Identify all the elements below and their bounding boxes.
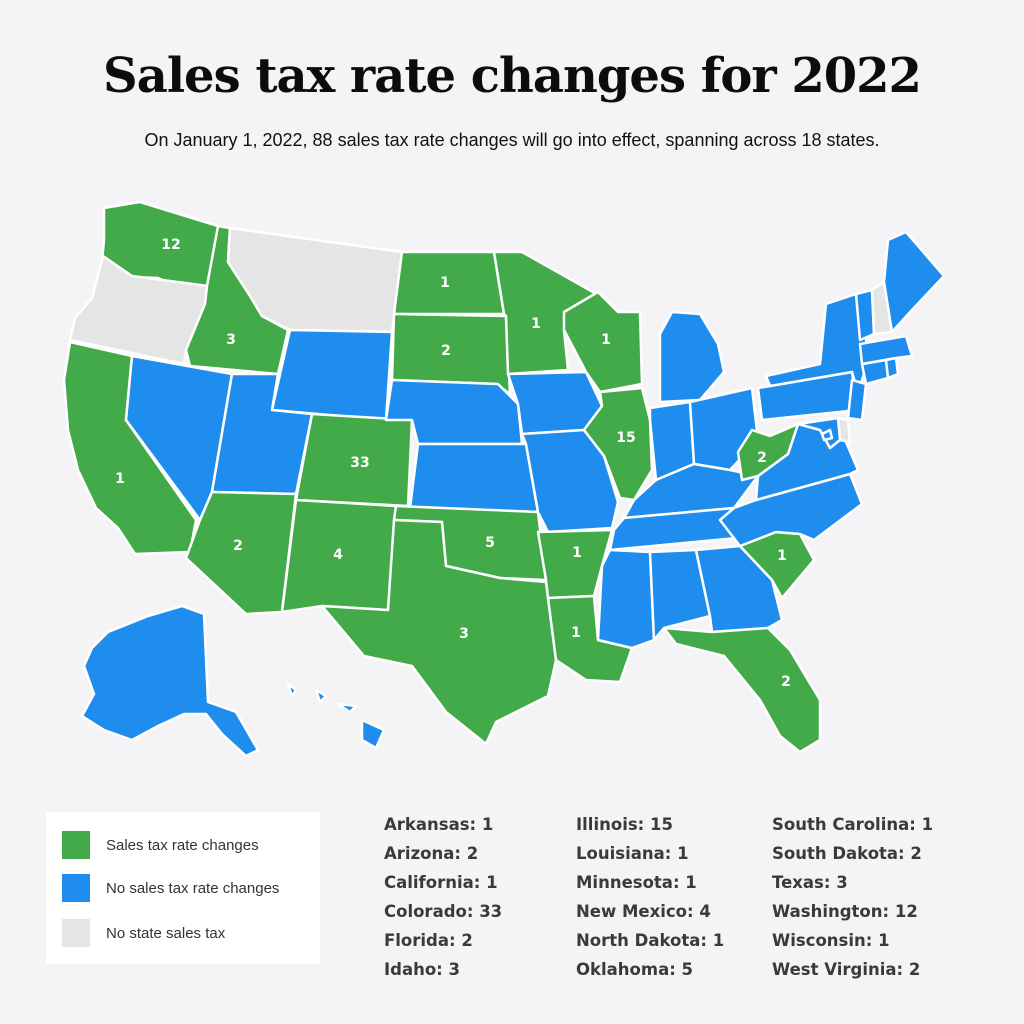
state-dc [820,428,834,442]
map-label-wi: 1 [601,332,611,348]
state-list-item: Washington: 12 [772,902,918,921]
map-label-nd: 1 [440,275,450,291]
state-list-item: West Virginia: 2 [772,960,921,979]
state-list-column-2: Illinois: 15 Louisiana: 1 Minnesota: 1 N… [576,810,724,984]
state-md [796,416,842,450]
map-label-il: 15 [616,430,635,446]
state-list-item: New Mexico: 4 [576,902,711,921]
state-list-item: Louisiana: 1 [576,844,689,863]
state-list-column-3: South Carolina: 1 South Dakota: 2 Texas:… [772,810,933,984]
map-label-sd: 2 [441,343,451,359]
state-list-item: Colorado: 33 [384,902,503,921]
map-label-az: 2 [233,538,243,554]
state-list-item: Arkansas: 1 [384,815,494,834]
map-label-co: 33 [350,455,369,471]
state-wv [736,422,800,482]
state-list-item: Texas: 3 [772,873,848,892]
map-label-ca: 1 [115,471,125,487]
states-layer [62,200,946,758]
state-list-item: North Dakota: 1 [576,931,725,950]
legend: Sales tax rate changes No sales tax rate… [46,812,320,964]
state-wi [562,290,644,394]
state-fl [662,626,822,754]
legend-item-changes: Sales tax rate changes [62,830,259,860]
map-label-ok: 5 [485,535,495,551]
legend-label: No state sales tax [106,924,226,942]
state-tx [320,518,558,746]
state-ak [80,604,260,758]
legend-item-no-sales-tax: No state sales tax [62,918,225,948]
state-ks [408,442,540,514]
state-list-column-1: Arkansas: 1 Arizona: 2 California: 1 Col… [384,810,502,984]
state-list-item: South Dakota: 2 [772,844,922,863]
legend-label: Sales tax rate changes [106,836,259,854]
map-label-fl: 2 [781,674,791,690]
map-label-wv: 2 [757,450,767,466]
state-il [582,386,654,502]
state-list-item: Oklahoma: 5 [576,960,694,979]
state-me [882,230,946,334]
state-ma [858,334,914,366]
state-list-item: Arizona: 2 [384,844,479,863]
page-subtitle: On January 1, 2022, 88 sales tax rate ch… [144,130,880,150]
state-ms [596,548,656,650]
map-label-la: 1 [571,625,581,641]
state-list-item: Idaho: 3 [384,960,460,979]
state-mi [658,310,726,404]
state-hi [286,682,386,750]
legend-swatch-changes [62,831,90,859]
map-label-tx: 3 [459,626,469,642]
state-list-item: Wisconsin: 1 [772,931,890,950]
state-or [68,254,210,366]
state-mn [492,250,602,376]
state-la [546,594,634,684]
state-list-item: Illinois: 15 [576,815,673,834]
map-label-nm: 4 [333,547,343,563]
state-list-item: South Carolina: 1 [772,815,934,834]
legend-label: No sales tax rate changes [106,879,280,897]
state-list-item: Minnesota: 1 [576,873,697,892]
map-label-ar: 1 [572,545,582,561]
state-ri [884,356,900,380]
legend-swatch-no-sales-tax [62,919,90,947]
map-label-id: 3 [226,332,236,348]
map-label-sc: 1 [777,548,787,564]
legend-swatch-no-changes [62,874,90,902]
legend-item-no-changes: No sales tax rate changes [62,873,279,903]
state-list-item: Florida: 2 [384,931,473,950]
state-list-item: California: 1 [384,873,498,892]
state-nj [846,378,868,422]
map-label-wa: 12 [161,237,180,253]
state-wy [270,328,394,422]
state-al [648,548,712,642]
page-title: Sales tax rate changes for 2022 [103,48,922,104]
map-label-mn: 1 [531,316,541,332]
state-ny [764,290,870,394]
